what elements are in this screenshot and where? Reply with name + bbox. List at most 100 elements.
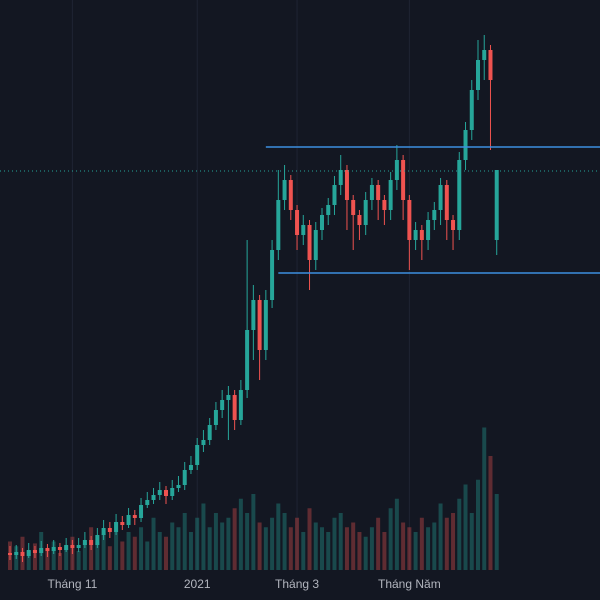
- candle-body: [376, 185, 381, 200]
- volume-bar: [207, 527, 212, 570]
- volume-bar: [182, 513, 187, 570]
- volume-bar: [320, 527, 324, 570]
- candle-body: [451, 220, 456, 230]
- candle-body: [213, 410, 218, 425]
- x-tick-label: Tháng 11: [47, 577, 97, 591]
- candle-body: [188, 465, 193, 470]
- candle-body: [245, 330, 250, 390]
- candle-body: [126, 515, 131, 525]
- volume-bar: [213, 513, 218, 570]
- volume-bar: [376, 517, 381, 570]
- candle-body: [488, 50, 493, 80]
- candle-body: [338, 170, 343, 185]
- volume-bar: [369, 527, 374, 570]
- candle-body: [170, 488, 175, 496]
- candle-body: [32, 550, 37, 553]
- volume-bar: [57, 552, 62, 570]
- volume-bar: [232, 508, 237, 570]
- candle-body: [282, 180, 287, 200]
- candle-body: [95, 535, 100, 545]
- candle-body: [26, 550, 31, 556]
- volume-bar: [170, 522, 175, 570]
- volume-bar: [188, 532, 193, 570]
- candle-body: [257, 300, 262, 350]
- candle-body: [232, 395, 237, 420]
- candle-body: [444, 185, 449, 220]
- candle-body: [388, 180, 393, 210]
- candle-body: [182, 470, 187, 485]
- volume-bar: [313, 522, 318, 570]
- candle-body: [70, 545, 75, 548]
- volume-bar: [51, 541, 56, 570]
- volume-bar: [463, 484, 468, 570]
- volume-bar: [444, 517, 449, 570]
- candle-body: [401, 160, 406, 200]
- candle-body: [426, 220, 431, 240]
- candle-body: [89, 540, 94, 545]
- candle-body: [195, 445, 200, 465]
- volume-bar: [482, 427, 487, 570]
- volume-bar: [151, 517, 156, 570]
- candle-body: [363, 200, 368, 225]
- candle-body: [351, 200, 356, 215]
- candle-body: [494, 170, 499, 240]
- volume-bar: [120, 541, 125, 570]
- candle-body: [432, 210, 437, 220]
- volume-bar: [413, 532, 418, 570]
- candle-body: [151, 495, 156, 500]
- volume-bar: [176, 527, 181, 570]
- volume-bar: [351, 522, 356, 570]
- candle-body: [457, 160, 462, 230]
- volume-bar: [282, 513, 287, 570]
- x-tick-label: 2021: [184, 577, 211, 591]
- volume-bar: [432, 522, 437, 570]
- volume-bar: [145, 541, 150, 570]
- candle-body: [226, 395, 231, 400]
- volume-bar: [288, 527, 293, 570]
- volume-bar: [263, 527, 268, 570]
- candle-body: [394, 160, 399, 180]
- volume-bar: [326, 532, 331, 570]
- candle-body: [313, 230, 318, 260]
- volume-bar: [132, 536, 137, 570]
- volume-bar: [382, 532, 387, 570]
- candle-body: [469, 90, 474, 130]
- candle-body: [326, 205, 331, 215]
- volume-bar: [64, 546, 69, 570]
- volume-bar: [164, 536, 168, 570]
- candle-body: [157, 490, 162, 495]
- candle-body: [307, 225, 312, 260]
- volume-bar: [76, 551, 81, 570]
- candle-body: [39, 548, 44, 553]
- volume-bar: [276, 503, 281, 570]
- volume-bar: [401, 522, 406, 570]
- volume-bar: [95, 541, 100, 570]
- candle-body: [276, 200, 281, 250]
- candle-body: [251, 300, 256, 330]
- candle-body: [14, 552, 19, 555]
- candle-body: [263, 300, 268, 350]
- candle-body: [369, 185, 374, 200]
- volume-bar: [388, 508, 393, 570]
- candle-body: [419, 230, 424, 240]
- volume-bar: [195, 517, 200, 570]
- candle-body: [20, 552, 25, 556]
- volume-bar: [139, 527, 144, 570]
- candle-body: [176, 485, 181, 488]
- candle-body: [114, 522, 119, 532]
- volume-bar: [344, 527, 349, 570]
- candle-body: [413, 230, 418, 240]
- volume-bar: [457, 498, 462, 570]
- volume-bar: [82, 543, 87, 570]
- candle-body: [8, 553, 12, 555]
- volume-bar: [394, 498, 399, 570]
- candle-body: [288, 180, 293, 210]
- candle-body: [132, 515, 137, 518]
- candle-body: [463, 130, 468, 160]
- volume-bar: [494, 494, 499, 570]
- candle-body: [344, 170, 349, 200]
- candle-body: [301, 225, 306, 235]
- candle-body: [482, 50, 487, 60]
